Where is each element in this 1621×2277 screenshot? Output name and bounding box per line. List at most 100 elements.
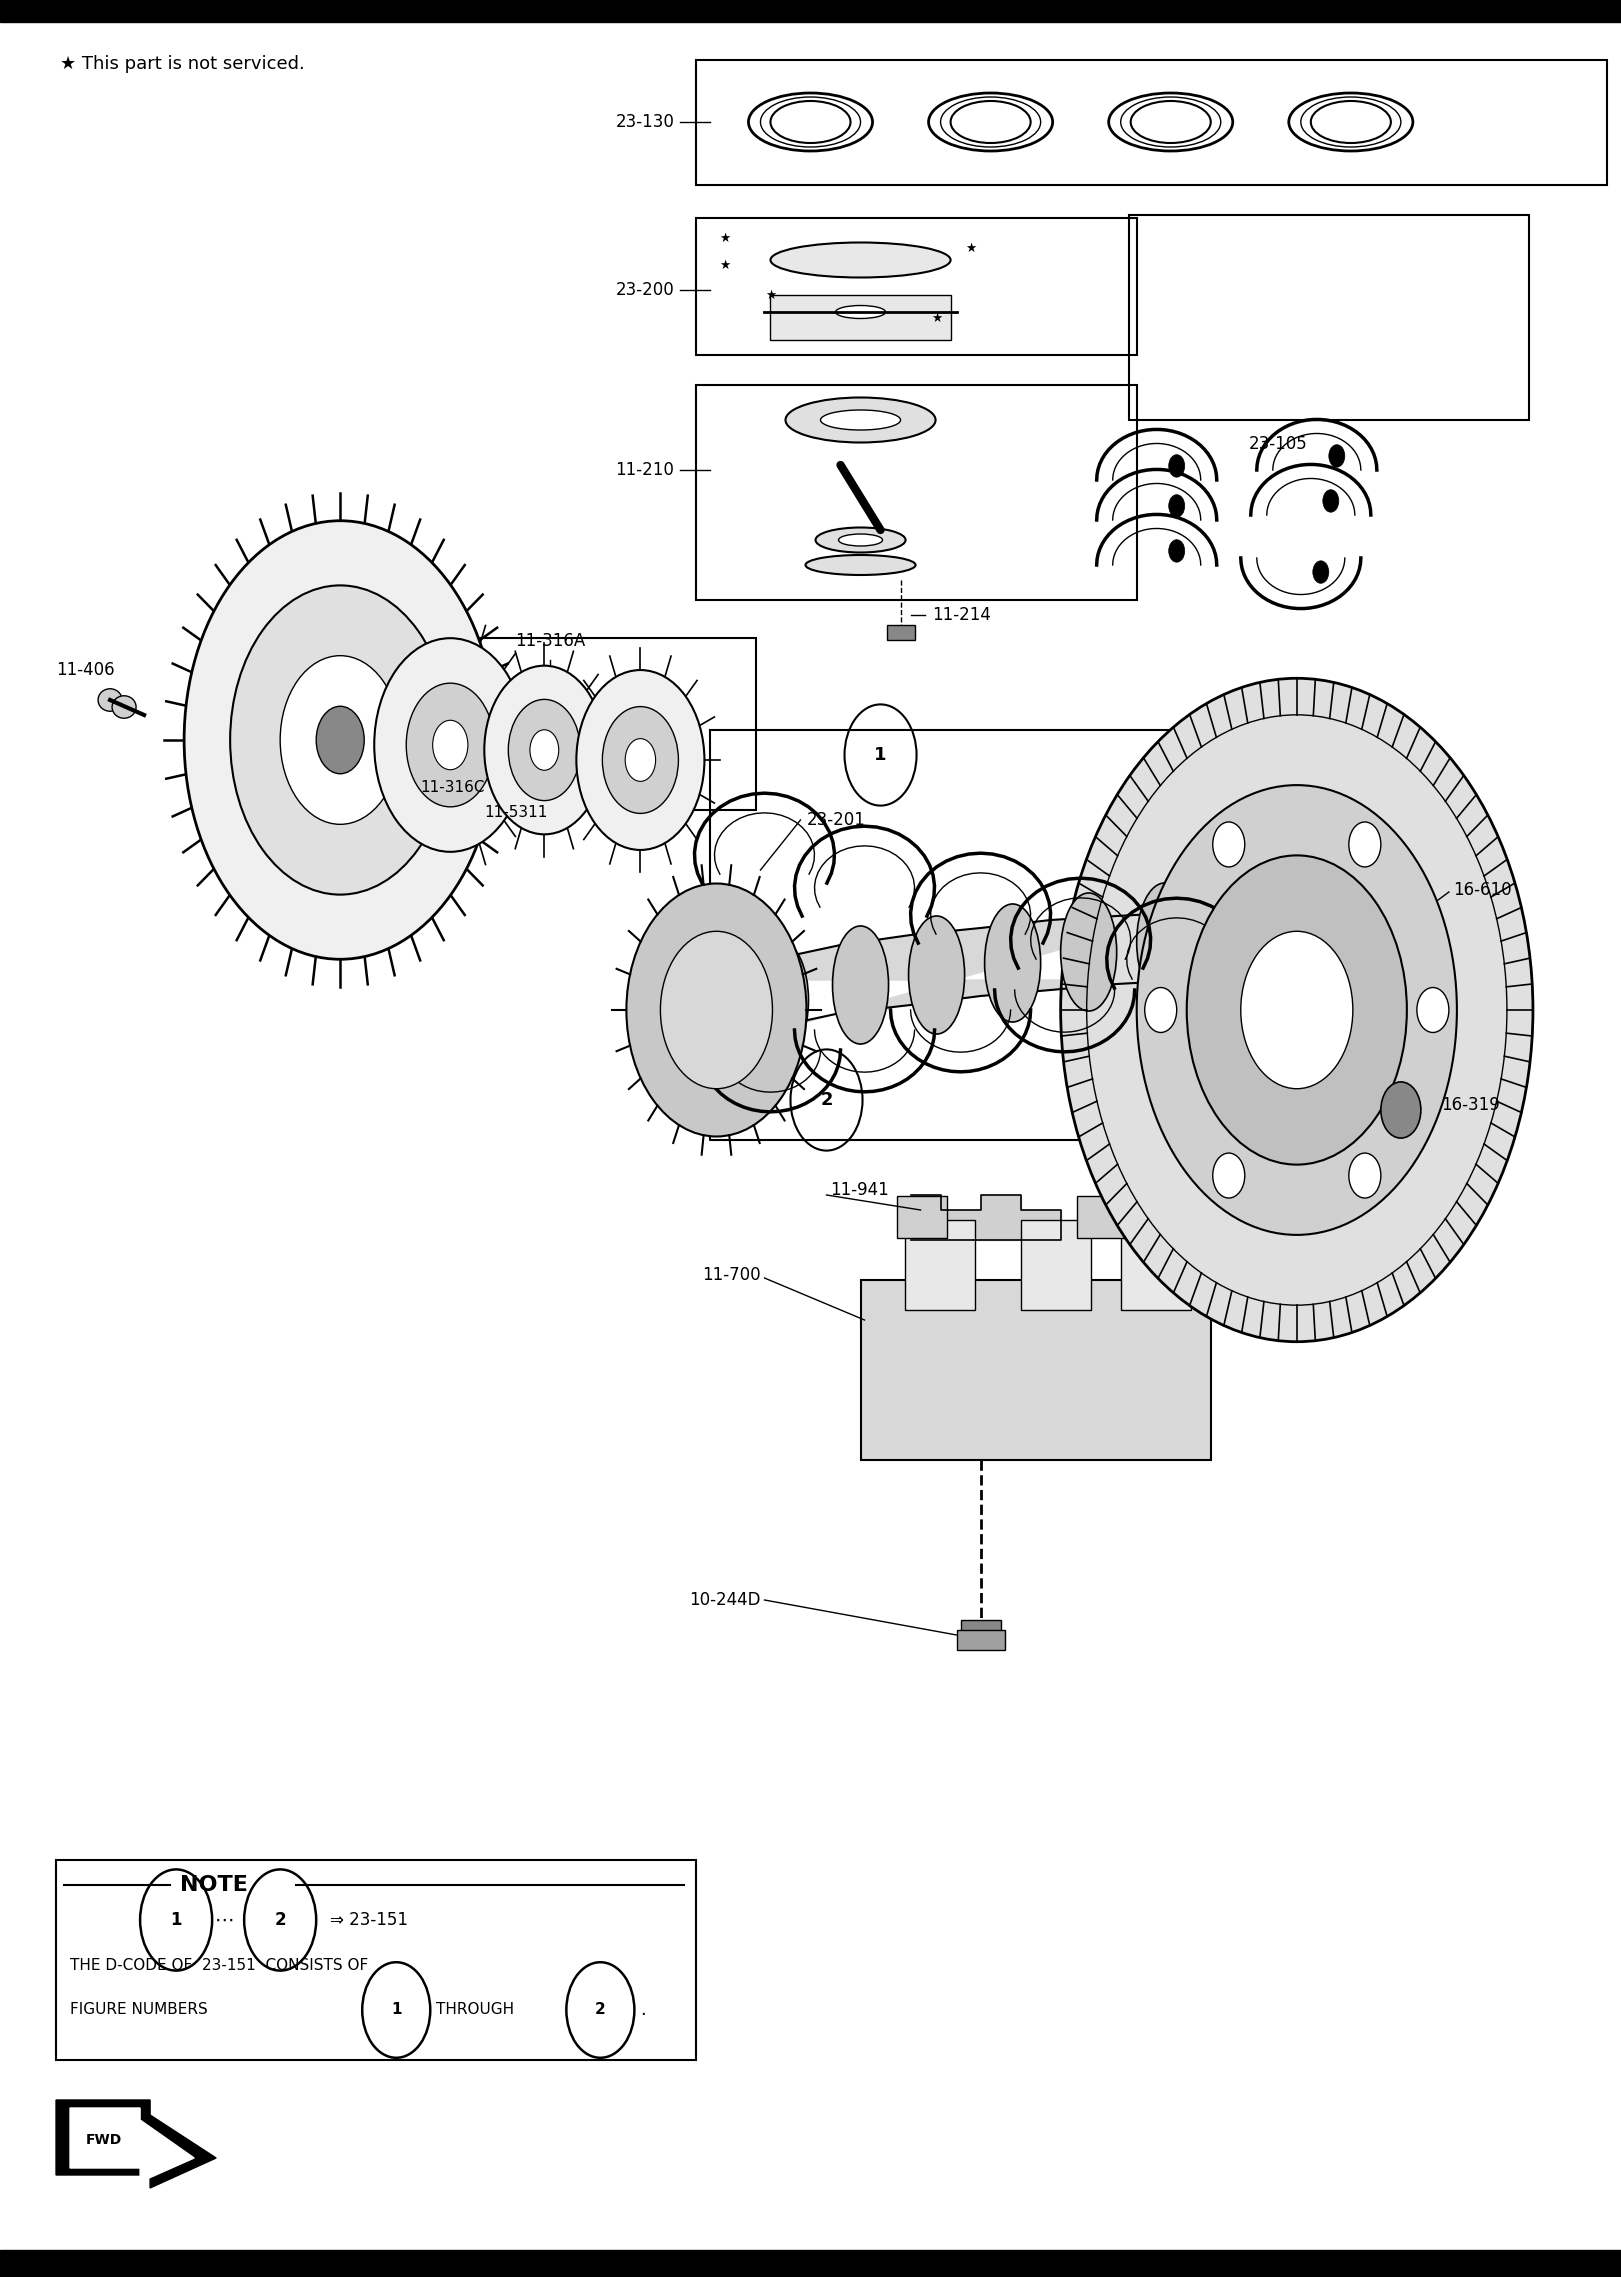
Circle shape [230,585,451,895]
Text: 11-316C: 11-316C [420,781,485,795]
Text: 1: 1 [874,747,887,765]
Circle shape [1213,822,1245,868]
Text: 10-244D: 10-244D [689,1592,760,1610]
Circle shape [509,699,580,802]
Circle shape [1060,679,1533,1341]
Circle shape [1329,444,1345,467]
Bar [0,2250,1621,2277]
Text: 11-301: 11-301 [1240,952,1300,970]
Text: 11-5311: 11-5311 [485,806,548,820]
Polygon shape [716,913,1191,1047]
Ellipse shape [786,398,935,442]
Bar [961,1619,1000,1639]
Text: 23-130: 23-130 [616,114,674,132]
Circle shape [1349,1152,1381,1198]
Circle shape [1136,786,1457,1234]
Text: ⋯: ⋯ [214,1910,233,1929]
Ellipse shape [770,241,950,278]
Text: THROUGH: THROUGH [436,2001,514,2017]
Text: FIGURE NUMBERS: FIGURE NUMBERS [70,2001,207,2017]
Text: ⇒ 23-151: ⇒ 23-151 [331,1910,408,1929]
Text: 11-371: 11-371 [240,651,298,669]
Circle shape [1240,931,1354,1088]
Circle shape [1169,455,1185,478]
Bar [1021,1220,1091,1309]
Ellipse shape [752,940,809,1059]
Circle shape [1144,988,1177,1031]
Bar [861,1280,1211,1460]
Text: ★: ★ [964,241,976,255]
Text: .: . [640,2001,647,2020]
Text: ★: ★ [718,232,729,244]
Text: ★: ★ [718,260,729,271]
Text: 11-941: 11-941 [830,1182,890,1200]
Bar [697,219,1136,355]
Circle shape [626,738,655,781]
Bar [697,59,1606,184]
Polygon shape [57,2099,216,2188]
Bar [697,385,1136,601]
Text: 1: 1 [170,1910,182,1929]
Bar [1076,1195,1127,1239]
Bar [905,1220,974,1309]
Ellipse shape [984,904,1041,1022]
Text: 11-406: 11-406 [57,660,115,679]
Text: 16-319: 16-319 [1441,1095,1499,1113]
Text: 11-407: 11-407 [481,681,540,699]
Bar [0,0,1621,23]
Text: 11-700: 11-700 [702,1266,760,1284]
Ellipse shape [1060,893,1117,1011]
Polygon shape [911,1195,1060,1241]
Bar [1120,1220,1191,1309]
Ellipse shape [112,697,136,717]
Ellipse shape [833,927,888,1045]
Circle shape [1187,856,1407,1164]
Bar [956,1630,1005,1651]
Text: 11-210: 11-210 [616,460,674,478]
Circle shape [1323,490,1339,512]
Circle shape [1169,540,1185,562]
Circle shape [485,665,605,833]
Bar [887,624,914,640]
Circle shape [626,883,807,1136]
Text: 23-105: 23-105 [1248,435,1308,453]
Circle shape [577,669,705,849]
Ellipse shape [815,528,906,553]
Ellipse shape [835,305,885,319]
Text: 11-316A: 11-316A [515,633,585,649]
Ellipse shape [97,688,122,710]
Ellipse shape [1136,883,1193,1002]
Circle shape [1213,1152,1245,1198]
Text: 23-201: 23-201 [807,811,866,829]
Ellipse shape [908,915,964,1034]
Text: 2: 2 [820,1091,833,1109]
Text: ★: ★ [765,289,776,301]
Circle shape [433,720,468,770]
Circle shape [603,706,679,813]
Text: THE D-CODE OF  23-151  CONSISTS OF: THE D-CODE OF 23-151 CONSISTS OF [70,1958,368,1972]
Bar [896,1195,947,1239]
Ellipse shape [820,410,901,430]
Circle shape [1417,988,1449,1031]
Circle shape [1313,560,1329,583]
Circle shape [316,706,365,774]
Bar [1128,214,1529,419]
Circle shape [185,521,496,959]
Text: 23-200: 23-200 [616,280,674,298]
Text: 11-303: 11-303 [1221,1002,1279,1020]
Bar [770,296,950,339]
Bar [400,638,757,811]
Text: 1: 1 [391,2001,402,2017]
Text: ★ This part is not serviced.: ★ This part is not serviced. [60,55,305,73]
Circle shape [1381,1082,1422,1138]
Bar [57,1860,697,2061]
Text: FWD: FWD [86,2134,122,2147]
Polygon shape [70,2109,195,2181]
Ellipse shape [838,535,882,546]
Text: ★: ★ [930,312,942,326]
Circle shape [660,931,773,1088]
Text: 2: 2 [274,1910,285,1929]
Circle shape [1349,822,1381,868]
Circle shape [374,638,527,852]
Circle shape [1169,494,1185,517]
